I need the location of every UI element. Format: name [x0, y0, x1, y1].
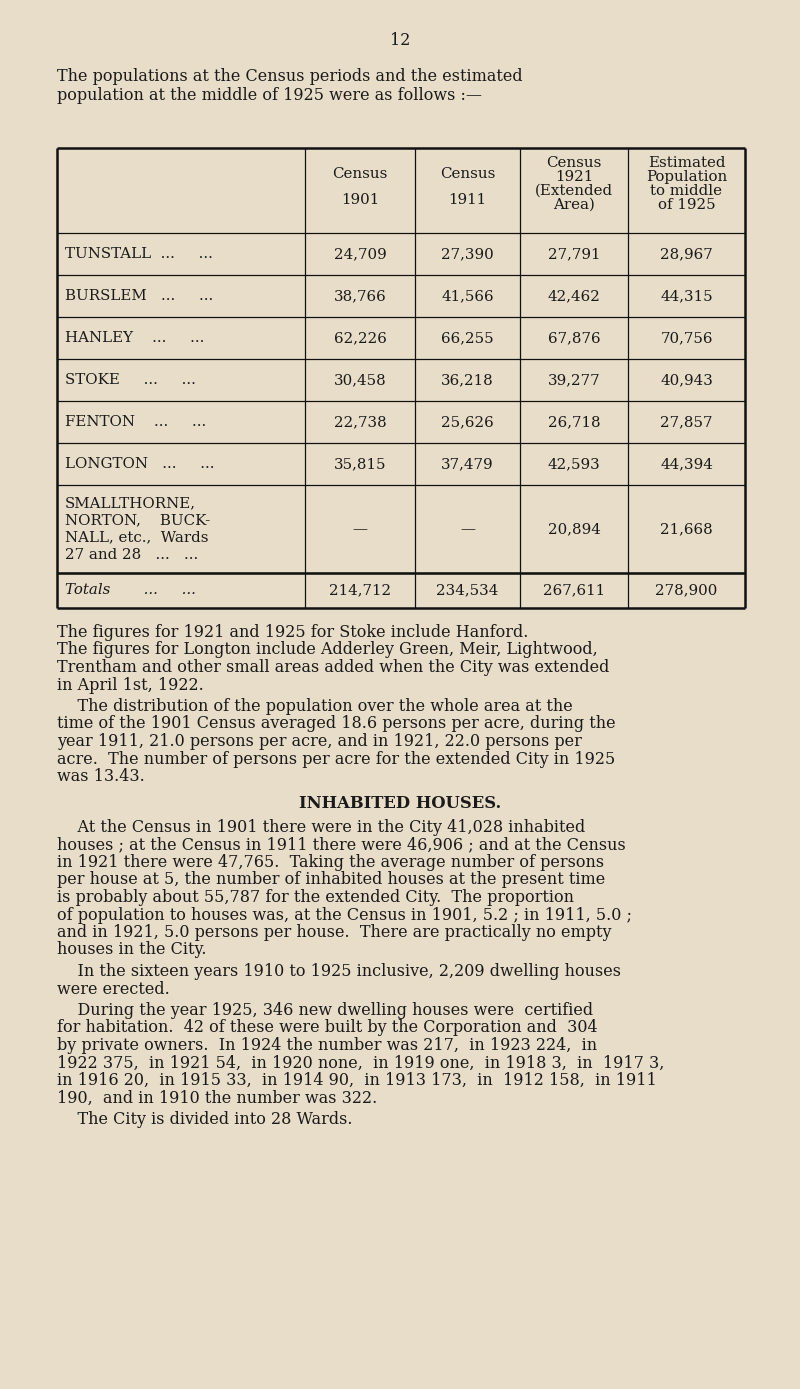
Text: Census: Census	[546, 156, 602, 169]
Text: —: —	[353, 522, 367, 536]
Text: At the Census in 1901 there were in the City 41,028 inhabited: At the Census in 1901 there were in the …	[57, 820, 586, 836]
Text: Trentham and other small areas added when the City was extended: Trentham and other small areas added whe…	[57, 658, 610, 676]
Text: The populations at the Census periods and the estimated: The populations at the Census periods an…	[57, 68, 522, 85]
Text: of population to houses was, at the Census in 1901, 5.2 ; in 1911, 5.0 ;: of population to houses was, at the Cens…	[57, 907, 632, 924]
Text: (Extended: (Extended	[535, 183, 613, 199]
Text: and in 1921, 5.0 persons per house.  There are practically no empty: and in 1921, 5.0 persons per house. Ther…	[57, 924, 611, 940]
Text: 41,566: 41,566	[441, 289, 494, 303]
Text: HANLEY    ...     ...: HANLEY ... ...	[65, 331, 204, 344]
Text: Population: Population	[646, 169, 727, 183]
Text: 1911: 1911	[449, 193, 486, 207]
Text: in April 1st, 1922.: in April 1st, 1922.	[57, 676, 204, 693]
Text: in 1916 20,  in 1915 33,  in 1914 90,  in 1913 173,  in  1912 158,  in 1911: in 1916 20, in 1915 33, in 1914 90, in 1…	[57, 1072, 657, 1089]
Text: During the year 1925, 346 new dwelling houses were  certified: During the year 1925, 346 new dwelling h…	[57, 1001, 593, 1020]
Text: 25,626: 25,626	[441, 415, 494, 429]
Text: 66,255: 66,255	[441, 331, 494, 344]
Text: acre.  The number of persons per acre for the extended City in 1925: acre. The number of persons per acre for…	[57, 750, 615, 768]
Text: is probably about 55,787 for the extended City.  The proportion: is probably about 55,787 for the extende…	[57, 889, 574, 906]
Text: LONGTON   ...     ...: LONGTON ... ...	[65, 457, 214, 471]
Text: 21,668: 21,668	[660, 522, 713, 536]
Text: 39,277: 39,277	[548, 374, 600, 388]
Text: 40,943: 40,943	[660, 374, 713, 388]
Text: 44,315: 44,315	[660, 289, 713, 303]
Text: Census: Census	[332, 167, 388, 181]
Text: In the sixteen years 1910 to 1925 inclusive, 2,209 dwelling houses: In the sixteen years 1910 to 1925 inclus…	[57, 963, 621, 981]
Text: The figures for Longton include Adderley Green, Meir, Lightwood,: The figures for Longton include Adderley…	[57, 642, 598, 658]
Text: 28,967: 28,967	[660, 247, 713, 261]
Text: houses ; at the Census in 1911 there were 46,906 ; and at the Census: houses ; at the Census in 1911 there wer…	[57, 836, 626, 853]
Text: 36,218: 36,218	[441, 374, 494, 388]
Text: Area): Area)	[553, 199, 595, 213]
Text: year 1911, 21.0 persons per acre, and in 1921, 22.0 persons per: year 1911, 21.0 persons per acre, and in…	[57, 733, 582, 750]
Text: The City is divided into 28 Wards.: The City is divided into 28 Wards.	[57, 1111, 353, 1128]
Text: to middle: to middle	[650, 183, 722, 199]
Text: TUNSTALL  ...     ...: TUNSTALL ... ...	[65, 247, 213, 261]
Text: for habitation.  42 of these were built by the Corporation and  304: for habitation. 42 of these were built b…	[57, 1020, 598, 1036]
Text: 42,462: 42,462	[547, 289, 601, 303]
Text: 42,593: 42,593	[548, 457, 600, 471]
Text: INHABITED HOUSES.: INHABITED HOUSES.	[299, 796, 501, 813]
Text: by private owners.  In 1924 the number was 217,  in 1923 224,  in: by private owners. In 1924 the number wa…	[57, 1038, 597, 1054]
Text: BURSLEM   ...     ...: BURSLEM ... ...	[65, 289, 214, 303]
Text: Census: Census	[440, 167, 495, 181]
Text: 1921: 1921	[555, 169, 593, 183]
Text: STOKE     ...     ...: STOKE ... ...	[65, 374, 196, 388]
Text: in 1921 there were 47,765.  Taking the average number of persons: in 1921 there were 47,765. Taking the av…	[57, 854, 604, 871]
Text: 12: 12	[390, 32, 410, 49]
Text: 1901: 1901	[341, 193, 379, 207]
Text: of 1925: of 1925	[658, 199, 715, 213]
Text: 27,390: 27,390	[441, 247, 494, 261]
Text: 62,226: 62,226	[334, 331, 386, 344]
Text: Totals       ...     ...: Totals ... ...	[65, 583, 196, 597]
Text: 22,738: 22,738	[334, 415, 386, 429]
Text: 27,857: 27,857	[660, 415, 713, 429]
Text: 26,718: 26,718	[548, 415, 600, 429]
Text: The figures for 1921 and 1925 for Stoke include Hanford.: The figures for 1921 and 1925 for Stoke …	[57, 624, 528, 640]
Text: 267,611: 267,611	[543, 583, 605, 597]
Text: SMALLTHORNE,
NORTON,    BUCK-
NALL, etc.,  Wards
27 and 28   ...   ...: SMALLTHORNE, NORTON, BUCK- NALL, etc., W…	[65, 496, 210, 563]
Text: 24,709: 24,709	[334, 247, 386, 261]
Text: 20,894: 20,894	[547, 522, 601, 536]
Text: 67,876: 67,876	[548, 331, 600, 344]
Text: The distribution of the population over the whole area at the: The distribution of the population over …	[57, 699, 573, 715]
Text: 35,815: 35,815	[334, 457, 386, 471]
Text: 44,394: 44,394	[660, 457, 713, 471]
Text: 190,  and in 1910 the number was 322.: 190, and in 1910 the number was 322.	[57, 1089, 378, 1107]
Text: 30,458: 30,458	[334, 374, 386, 388]
Text: was 13.43.: was 13.43.	[57, 768, 145, 785]
Text: houses in the City.: houses in the City.	[57, 942, 206, 958]
Text: 70,756: 70,756	[660, 331, 713, 344]
Text: Estimated: Estimated	[648, 156, 726, 169]
Text: 234,534: 234,534	[436, 583, 498, 597]
Text: 38,766: 38,766	[334, 289, 386, 303]
Text: —: —	[460, 522, 475, 536]
Text: time of the 1901 Census averaged 18.6 persons per acre, during the: time of the 1901 Census averaged 18.6 pe…	[57, 715, 616, 732]
Text: 27,791: 27,791	[548, 247, 600, 261]
Text: were erected.: were erected.	[57, 981, 170, 997]
Text: 37,479: 37,479	[441, 457, 494, 471]
Text: 214,712: 214,712	[329, 583, 391, 597]
Text: 1922 375,  in 1921 54,  in 1920 none,  in 1919 one,  in 1918 3,  in  1917 3,: 1922 375, in 1921 54, in 1920 none, in 1…	[57, 1054, 664, 1071]
Text: population at the middle of 1925 were as follows :—: population at the middle of 1925 were as…	[57, 88, 482, 104]
Text: FENTON    ...     ...: FENTON ... ...	[65, 415, 206, 429]
Text: per house at 5, the number of inhabited houses at the present time: per house at 5, the number of inhabited …	[57, 871, 606, 889]
Text: 278,900: 278,900	[655, 583, 718, 597]
